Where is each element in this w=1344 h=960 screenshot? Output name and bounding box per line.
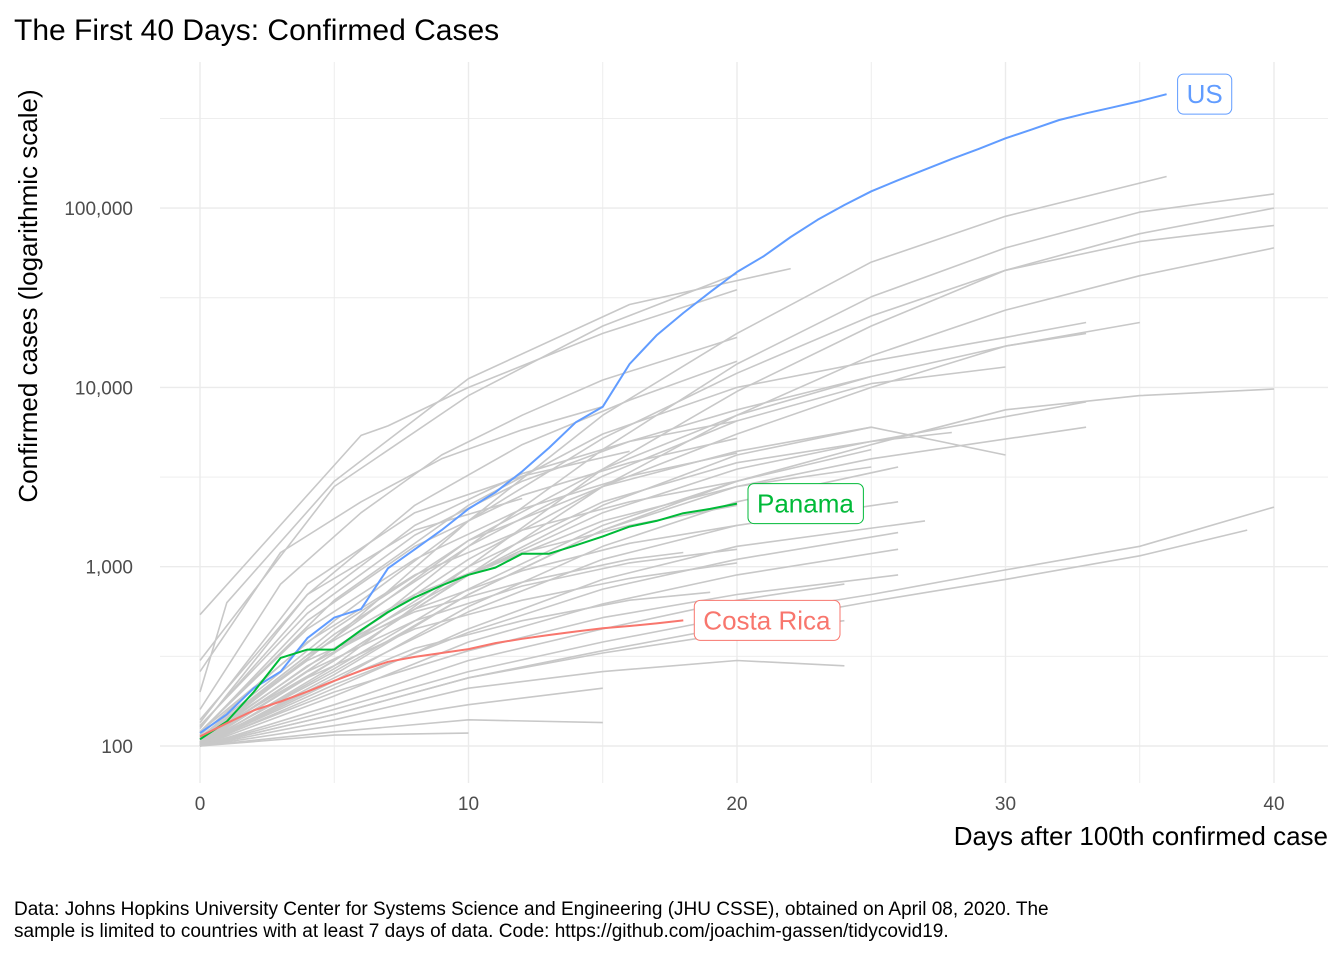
y-tick-label: 100 — [101, 737, 133, 758]
highlight-series-lines — [199, 93, 1167, 741]
series-label-text: Panama — [757, 489, 854, 519]
y-tick-label: 10,000 — [75, 378, 133, 399]
series-label-panama: Panama — [747, 483, 864, 525]
background-series-line — [199, 336, 738, 710]
x-axis-ticks: 0 10 20 30 40 — [195, 794, 1285, 815]
background-series-line — [199, 289, 738, 616]
background-series-line — [199, 551, 684, 740]
background-series-line — [199, 273, 738, 661]
background-series-line — [199, 659, 845, 747]
background-series-line — [199, 591, 711, 746]
background-series-line — [199, 420, 738, 728]
x-tick-label: 30 — [995, 794, 1016, 815]
series-label-costa-rica: Costa Rica — [693, 599, 841, 641]
background-series-line — [199, 375, 872, 727]
y-tick-label: 1,000 — [85, 558, 133, 579]
background-series-line — [199, 719, 603, 747]
background-series-line — [199, 450, 630, 724]
background-series-line — [199, 574, 899, 746]
series-label-text: US — [1187, 79, 1223, 109]
x-tick-label: 20 — [726, 794, 747, 815]
background-series-line — [199, 583, 845, 747]
series-label-box — [1177, 73, 1233, 115]
series-label-box — [747, 483, 864, 525]
series-labels: US Panama Costa Rica — [693, 73, 1233, 641]
y-axis-title: Confirmed cases (logarithmic scale) — [13, 89, 43, 502]
caption-line-2: sample is limited to countries with at l… — [14, 921, 949, 942]
series-label-us: US — [1177, 73, 1233, 115]
background-series-line — [199, 497, 523, 730]
chart-title: The First 40 Days: Confirmed Cases — [14, 14, 499, 47]
background-series-line — [199, 405, 604, 673]
background-series-line — [199, 360, 738, 721]
background-series-line — [199, 332, 1087, 743]
background-series-line — [199, 175, 1167, 740]
series-label-box — [693, 599, 841, 641]
background-series-line — [199, 548, 738, 744]
background-series-line — [199, 548, 899, 747]
series-line-us — [199, 93, 1167, 734]
background-series-line — [199, 366, 1006, 740]
x-tick-label: 0 — [195, 794, 206, 815]
background-series-line — [199, 267, 791, 693]
x-tick-label: 10 — [458, 794, 479, 815]
background-series-line — [199, 321, 1087, 733]
y-tick-label: 100,000 — [64, 199, 133, 220]
background-series-line — [199, 520, 926, 747]
series-line-costa-rica — [199, 619, 684, 738]
background-series-line — [199, 531, 899, 746]
series-line-panama — [199, 502, 738, 741]
background-series-line — [199, 687, 603, 747]
background-series-line — [199, 562, 738, 745]
background-series-line — [199, 732, 469, 747]
background-series-line — [199, 452, 738, 733]
x-tick-label: 40 — [1263, 794, 1284, 815]
caption-line-1: Data: Johns Hopkins University Center fo… — [14, 899, 1049, 920]
background-series-line — [199, 480, 738, 736]
y-axis-ticks: 100 1,000 10,000 100,000 — [64, 199, 133, 758]
background-series-line — [199, 437, 738, 734]
background-series-line — [199, 448, 872, 746]
x-axis-title: Days after 100th confirmed case — [954, 821, 1328, 851]
series-label-text: Costa Rica — [703, 605, 831, 635]
background-series-line — [199, 524, 738, 743]
background-series-line — [199, 224, 1275, 733]
background-series-line — [199, 431, 952, 743]
background-series-line — [199, 426, 872, 738]
